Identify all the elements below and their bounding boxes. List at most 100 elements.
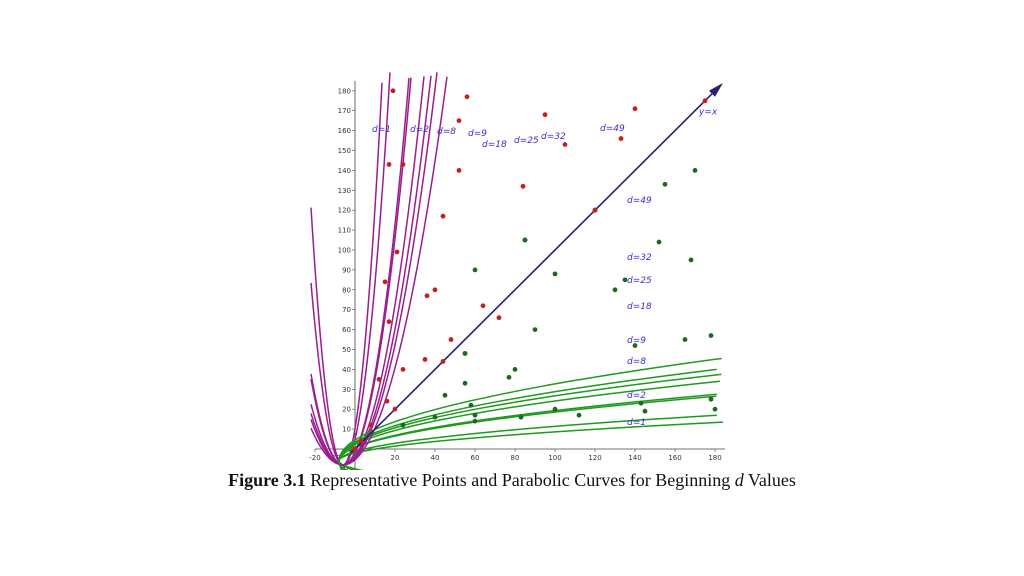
point-vertical-d=2	[394, 249, 400, 255]
point-vertical-d=8	[400, 367, 406, 372]
points	[352, 88, 718, 452]
point-vertical-d=1	[390, 88, 396, 94]
point-vertical-d=1	[376, 376, 382, 382]
y-tick-label: 60	[342, 326, 351, 334]
horizontal-label-d=9: d=9	[627, 336, 646, 346]
y-tick-label: 40	[342, 366, 351, 374]
vertical-label-d=9: d=9	[468, 129, 487, 139]
horizontal-label-d=25: d=25	[627, 276, 652, 286]
point-horizontal-d=25	[688, 257, 694, 263]
y-tick-label: -10	[340, 465, 351, 470]
x-tick-label: 80	[511, 454, 520, 462]
identity-arrowhead	[709, 82, 723, 97]
y-tick-label: 20	[342, 406, 351, 414]
point-horizontal-d=1	[472, 418, 478, 424]
vertical-curve-d=8	[310, 77, 410, 466]
y-tick-label: 100	[338, 247, 351, 255]
point-vertical-d=9	[456, 118, 462, 124]
horizontal-label-d=1: d=1	[627, 418, 646, 428]
vertical-label-d=1: d=1	[372, 125, 391, 135]
point-horizontal-d=18	[532, 327, 538, 332]
y-tick-label: 150	[338, 147, 351, 155]
vertical-label-d=18: d=18	[482, 140, 507, 150]
x-tick-label: -20	[309, 454, 320, 462]
y-tick-label: 180	[338, 87, 351, 95]
x-tick-label: 100	[548, 454, 561, 462]
y-tick-label: 80	[342, 286, 351, 294]
vertical-label-d=25: d=25	[514, 136, 539, 146]
point-horizontal-d=9	[462, 380, 468, 386]
point-horizontal-d=8	[432, 414, 438, 420]
horizontal-label-d=8: d=8	[627, 357, 646, 367]
curves	[310, 72, 724, 470]
y-tick-label: 110	[338, 227, 351, 235]
point-vertical-d=18	[440, 359, 446, 364]
point-vertical-d=9	[448, 337, 454, 342]
point-identity	[352, 446, 358, 452]
figure-caption: Figure 3.1 Representative Points and Par…	[0, 470, 1024, 491]
point-vertical-d=8	[368, 422, 374, 428]
point-horizontal-d=49	[472, 267, 478, 273]
caption-variable: d	[734, 470, 744, 490]
point-vertical-d=49	[618, 136, 624, 141]
point-vertical-d=32	[392, 406, 398, 412]
point-vertical-d=1	[358, 438, 364, 444]
identity-label: y=x	[698, 108, 718, 118]
x-tick-label: 180	[708, 454, 721, 462]
point-horizontal-d=32	[656, 239, 662, 245]
x-tick-label: 120	[588, 454, 601, 462]
vertical-curve-d=2	[310, 72, 391, 466]
point-horizontal-d=9	[632, 343, 638, 348]
point-horizontal-d=49	[692, 168, 698, 173]
point-horizontal-d=1	[576, 412, 582, 418]
point-horizontal-d=8	[400, 422, 406, 428]
point-vertical-d=9	[422, 357, 428, 362]
x-tick-label: 160	[668, 454, 681, 462]
vertical-label-d=2: d=2	[410, 125, 429, 135]
vertical-curve-d=18	[310, 76, 425, 466]
point-vertical-d=25	[520, 183, 526, 189]
y-tick-label: 10	[342, 426, 351, 434]
curve-labels: y=xd=1d=1d=2d=2d=8d=8d=9d=9d=18d=18d=25d…	[372, 108, 718, 428]
point-horizontal-d=2	[638, 400, 644, 406]
caption-text: Representative Points and Parabolic Curv…	[310, 470, 731, 490]
point-identity	[702, 98, 708, 104]
y-tick-label: 130	[338, 187, 351, 195]
horizontal-label-d=49: d=49	[627, 196, 652, 206]
chart: -20 -10 20 40 60 80 100 120 140 160 180-1010203040…	[309, 72, 725, 470]
x-tick-label: 60	[471, 454, 480, 462]
vertical-label-d=32: d=32	[541, 132, 566, 142]
y-tick-label: 140	[338, 167, 351, 175]
horizontal-label-d=32: d=32	[627, 253, 652, 263]
point-vertical-d=1	[386, 162, 392, 167]
y-tick-label: 70	[342, 306, 351, 314]
point-horizontal-d=18	[462, 351, 468, 356]
point-horizontal-d=49	[662, 181, 668, 187]
point-vertical-d=8	[456, 168, 462, 173]
identity-line	[350, 86, 720, 454]
horizontal-label-d=2: d=2	[627, 391, 646, 401]
point-vertical-d=49	[632, 106, 638, 112]
point-horizontal-d=8	[506, 374, 512, 380]
point-vertical-d=2	[400, 162, 406, 167]
point-horizontal-d=9	[442, 392, 448, 398]
caption-suffix: Values	[747, 470, 796, 490]
y-tick-label: 50	[342, 346, 351, 354]
x-tick-label: 20	[391, 454, 400, 462]
point-horizontal-d=2	[708, 396, 714, 402]
point-horizontal-d=9	[682, 337, 688, 342]
point-vertical-d=9	[432, 287, 438, 293]
point-vertical-d=9	[464, 94, 470, 100]
y-tick-label: 30	[342, 386, 351, 394]
point-horizontal-d=25	[622, 277, 628, 283]
point-vertical-d=25	[542, 112, 548, 118]
horizontal-label-d=18: d=18	[627, 302, 652, 312]
point-vertical-d=8	[384, 398, 390, 404]
vertical-curve-d=9	[310, 77, 412, 466]
point-horizontal-d=9	[512, 367, 518, 372]
vertical-label-d=49: d=49	[600, 124, 625, 134]
point-horizontal-d=1	[642, 408, 648, 414]
point-horizontal-d=25	[552, 271, 558, 277]
point-horizontal-d=9	[708, 333, 714, 338]
point-horizontal-d=2	[472, 412, 478, 418]
